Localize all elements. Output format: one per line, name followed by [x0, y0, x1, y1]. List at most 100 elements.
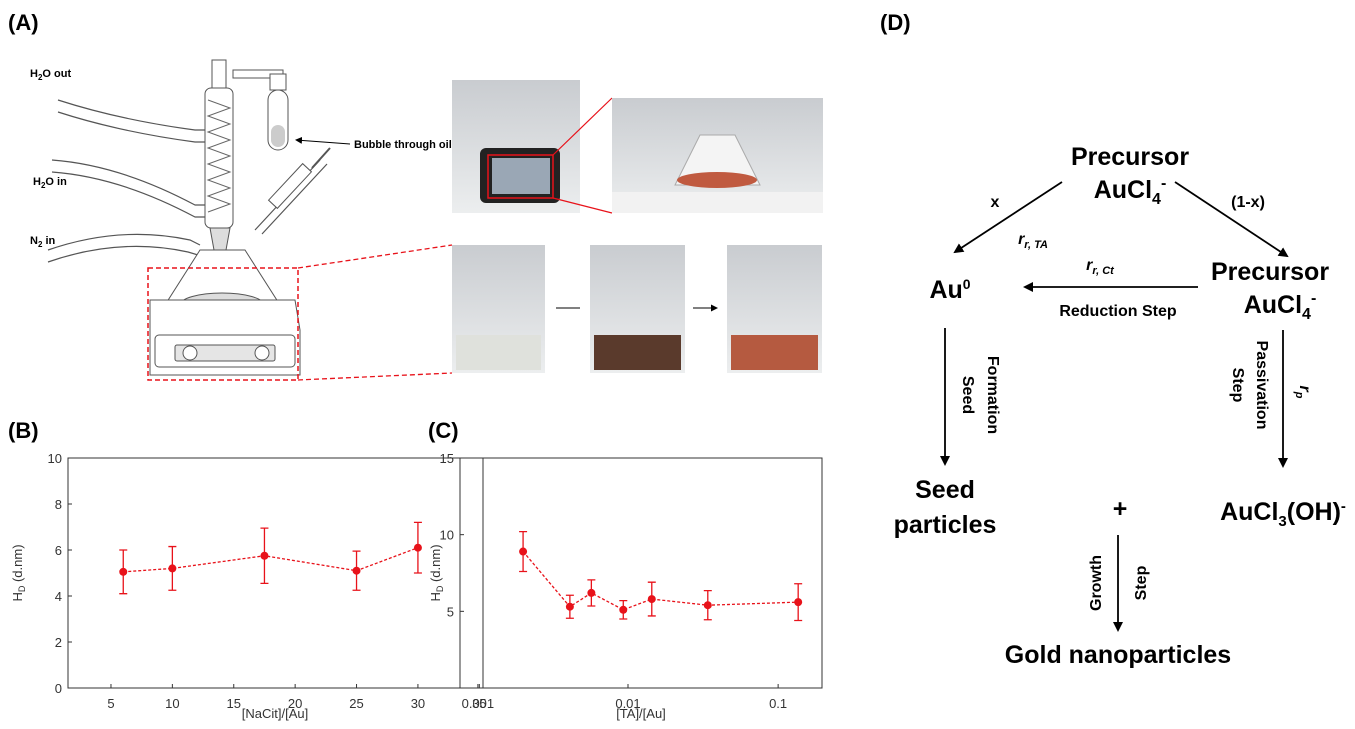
photos — [452, 80, 823, 373]
label-part: 4 — [1302, 306, 1311, 323]
diagram-arrows — [940, 181, 1289, 632]
x-tick-label: 30 — [411, 696, 425, 711]
label-part: N — [30, 235, 38, 247]
y-axis-label: HD (d.nm) — [428, 544, 445, 601]
node-label: Precursor — [1071, 143, 1189, 171]
apparatus-label: Bubble through oil — [354, 139, 452, 151]
plot-frame — [67, 457, 484, 689]
data-line — [522, 551, 799, 611]
data-point — [587, 588, 596, 597]
label-part: - — [1161, 175, 1166, 192]
label-part: H — [10, 592, 25, 601]
data-line — [123, 547, 419, 573]
plus: + — [1113, 495, 1128, 523]
y-tick-label: 8 — [55, 497, 62, 512]
y-tick-label: 15 — [440, 451, 454, 466]
node-label: Seed — [915, 476, 975, 504]
x-tick-label: 35 — [472, 696, 486, 711]
data-point — [413, 543, 422, 552]
label-part: in — [42, 235, 55, 247]
y-tick-label: 6 — [55, 543, 62, 558]
x-tick-label: 10 — [165, 696, 179, 711]
branch-label: (1-x) — [1231, 194, 1265, 211]
x-tick-label: 15 — [227, 696, 241, 711]
label-part: O out — [42, 68, 71, 80]
panel-label: (A) — [8, 10, 39, 35]
label-part: r — [1018, 231, 1025, 248]
label-part: H — [30, 68, 38, 80]
data-point — [703, 601, 712, 610]
label-part: 2 — [41, 181, 46, 190]
label-part: Au — [929, 276, 962, 304]
y-tick-label: 10 — [48, 451, 62, 466]
step-label: Growth — [1088, 555, 1105, 611]
label-part: p — [1293, 391, 1305, 399]
panel-label: (C) — [428, 418, 459, 443]
x-tick-label: 0.01 — [615, 696, 640, 711]
data-point — [519, 547, 528, 556]
label-part: 2 — [38, 73, 43, 82]
plot-frame — [459, 457, 823, 689]
y-tick-label: 10 — [440, 528, 454, 543]
x-axis-label: [TA]/[Au] — [616, 706, 666, 721]
data-point — [119, 567, 128, 576]
x-tick-label: 20 — [288, 696, 302, 711]
x-axis-label: [NaCit]/[Au] — [242, 706, 308, 721]
data-point — [352, 566, 361, 575]
x-tick-label: 0.1 — [769, 696, 787, 711]
data-point — [260, 551, 269, 560]
node-label: AuCl4- — [1094, 175, 1167, 208]
x-tick-label: 5 — [107, 696, 114, 711]
rate-label: rp — [1293, 386, 1313, 399]
data-point — [565, 602, 574, 611]
y-tick-label: 0 — [55, 681, 62, 696]
label-part: H — [33, 176, 41, 188]
label-part: 2 — [38, 240, 43, 249]
panel-label: (B) — [8, 418, 39, 443]
node-label: AuCl4- — [1244, 290, 1317, 323]
label-part: H — [428, 592, 443, 601]
y-tick-label: 2 — [55, 635, 62, 650]
node-label: Gold nanoparticles — [1005, 641, 1231, 669]
label-part: AuCl — [1220, 498, 1278, 526]
apparatus-label: H2O in — [33, 176, 67, 190]
node-label: AuCl3(OH)- — [1220, 498, 1346, 530]
label-part: 0 — [963, 276, 971, 292]
y-axis-label: HD (d.nm) — [10, 544, 27, 601]
step-label: Step — [1229, 368, 1246, 403]
apparatus-label: H2O out — [30, 68, 71, 82]
branch-label: x — [991, 194, 1000, 211]
label-part: 4 — [1152, 191, 1161, 208]
panel-label: (D) — [880, 10, 911, 35]
label-part: r, TA — [1024, 239, 1048, 251]
step-label: Formation — [984, 356, 1001, 434]
node-label: particles — [894, 511, 997, 539]
label-part: r — [1296, 386, 1313, 393]
x-tick-label: 25 — [349, 696, 363, 711]
step-label: Reduction Step — [1059, 303, 1177, 320]
data-point — [619, 605, 628, 614]
label-part: D — [435, 585, 445, 592]
data-point — [794, 598, 803, 607]
node-label: Au0 — [929, 276, 970, 304]
label-part: - — [1341, 498, 1346, 515]
label-part: 3 — [1278, 513, 1286, 530]
apparatus-label: N2 in — [30, 235, 56, 249]
label-part: D — [17, 585, 27, 592]
label-part: O in — [45, 176, 67, 188]
rate-label: rr, Ct — [1086, 257, 1115, 277]
label-part: (d.nm) — [428, 544, 443, 585]
step-label: Seed — [959, 376, 976, 414]
apparatus — [47, 59, 453, 381]
data-point — [168, 564, 177, 573]
data-point — [647, 595, 656, 604]
label-part: - — [1311, 290, 1316, 307]
label-part: r — [1086, 257, 1093, 274]
y-tick-label: 4 — [55, 589, 62, 604]
step-label: Step — [1133, 565, 1150, 600]
rate-label: rr, TA — [1018, 231, 1048, 251]
label-part: AuCl — [1094, 176, 1152, 204]
step-label: Passivation — [1253, 341, 1270, 430]
label-part: AuCl — [1244, 291, 1302, 319]
